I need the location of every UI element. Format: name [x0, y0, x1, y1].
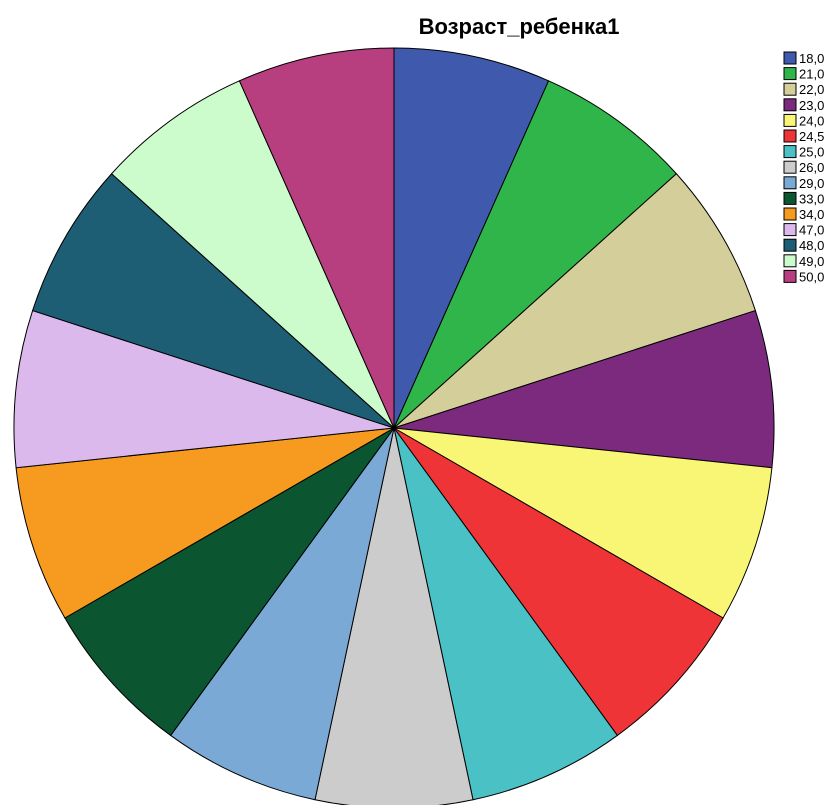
pie-slice-22-0 [393, 173, 757, 429]
legend: 18,021,022,023,024,024,525,026,029,033,0… [783, 51, 824, 284]
legend-swatch [783, 207, 797, 221]
legend-label: 50,0 [799, 269, 824, 284]
legend-label: 48,0 [799, 238, 824, 253]
pie-slices [13, 47, 775, 805]
legend-swatch [783, 145, 797, 159]
legend-swatch [783, 160, 797, 174]
pie-slice-47-0 [13, 309, 395, 469]
legend-label: 49,0 [799, 254, 824, 269]
pie-slice-26-0 [314, 427, 474, 805]
legend-swatch [783, 98, 797, 112]
pie-slice-24-5 [393, 427, 724, 737]
pie-slice-49-0 [110, 80, 395, 429]
pie-slice-50-0 [238, 47, 395, 429]
pie-slice-23-0 [393, 309, 775, 469]
legend-label: 29,0 [799, 176, 824, 191]
legend-swatch [783, 51, 797, 65]
legend-swatch [783, 223, 797, 237]
legend-label: 24,5 [799, 129, 824, 144]
legend-label: 21,0 [799, 67, 824, 82]
legend-swatch [783, 82, 797, 96]
legend-swatch [783, 67, 797, 81]
legend-label: 47,0 [799, 223, 824, 238]
pie-slice-34-0 [15, 427, 395, 619]
pie-slice-48-0 [31, 173, 395, 429]
pie-slice-33-0 [64, 427, 395, 737]
pie-slice-21-0 [393, 80, 678, 429]
legend-label: 33,0 [799, 191, 824, 206]
legend-swatch [783, 129, 797, 143]
legend-label: 18,0 [799, 51, 824, 66]
pie-slice-29-0 [169, 427, 395, 801]
legend-label: 23,0 [799, 98, 824, 113]
legend-swatch [783, 238, 797, 252]
pie-slice-18-0 [393, 47, 550, 429]
chart-title: Возраст_ребенка1 [419, 14, 620, 39]
legend-label: 34,0 [799, 207, 824, 222]
legend-label: 26,0 [799, 160, 824, 175]
legend-label: 24,0 [799, 113, 824, 128]
pie-slice-24-0 [393, 427, 773, 619]
legend-label: 25,0 [799, 145, 824, 160]
legend-swatch [783, 254, 797, 268]
legend-swatch [783, 269, 797, 283]
legend-swatch [783, 113, 797, 127]
legend-swatch [783, 191, 797, 205]
legend-label: 22,0 [799, 82, 824, 97]
legend-swatch [783, 176, 797, 190]
pie-slice-25-0 [393, 427, 619, 801]
